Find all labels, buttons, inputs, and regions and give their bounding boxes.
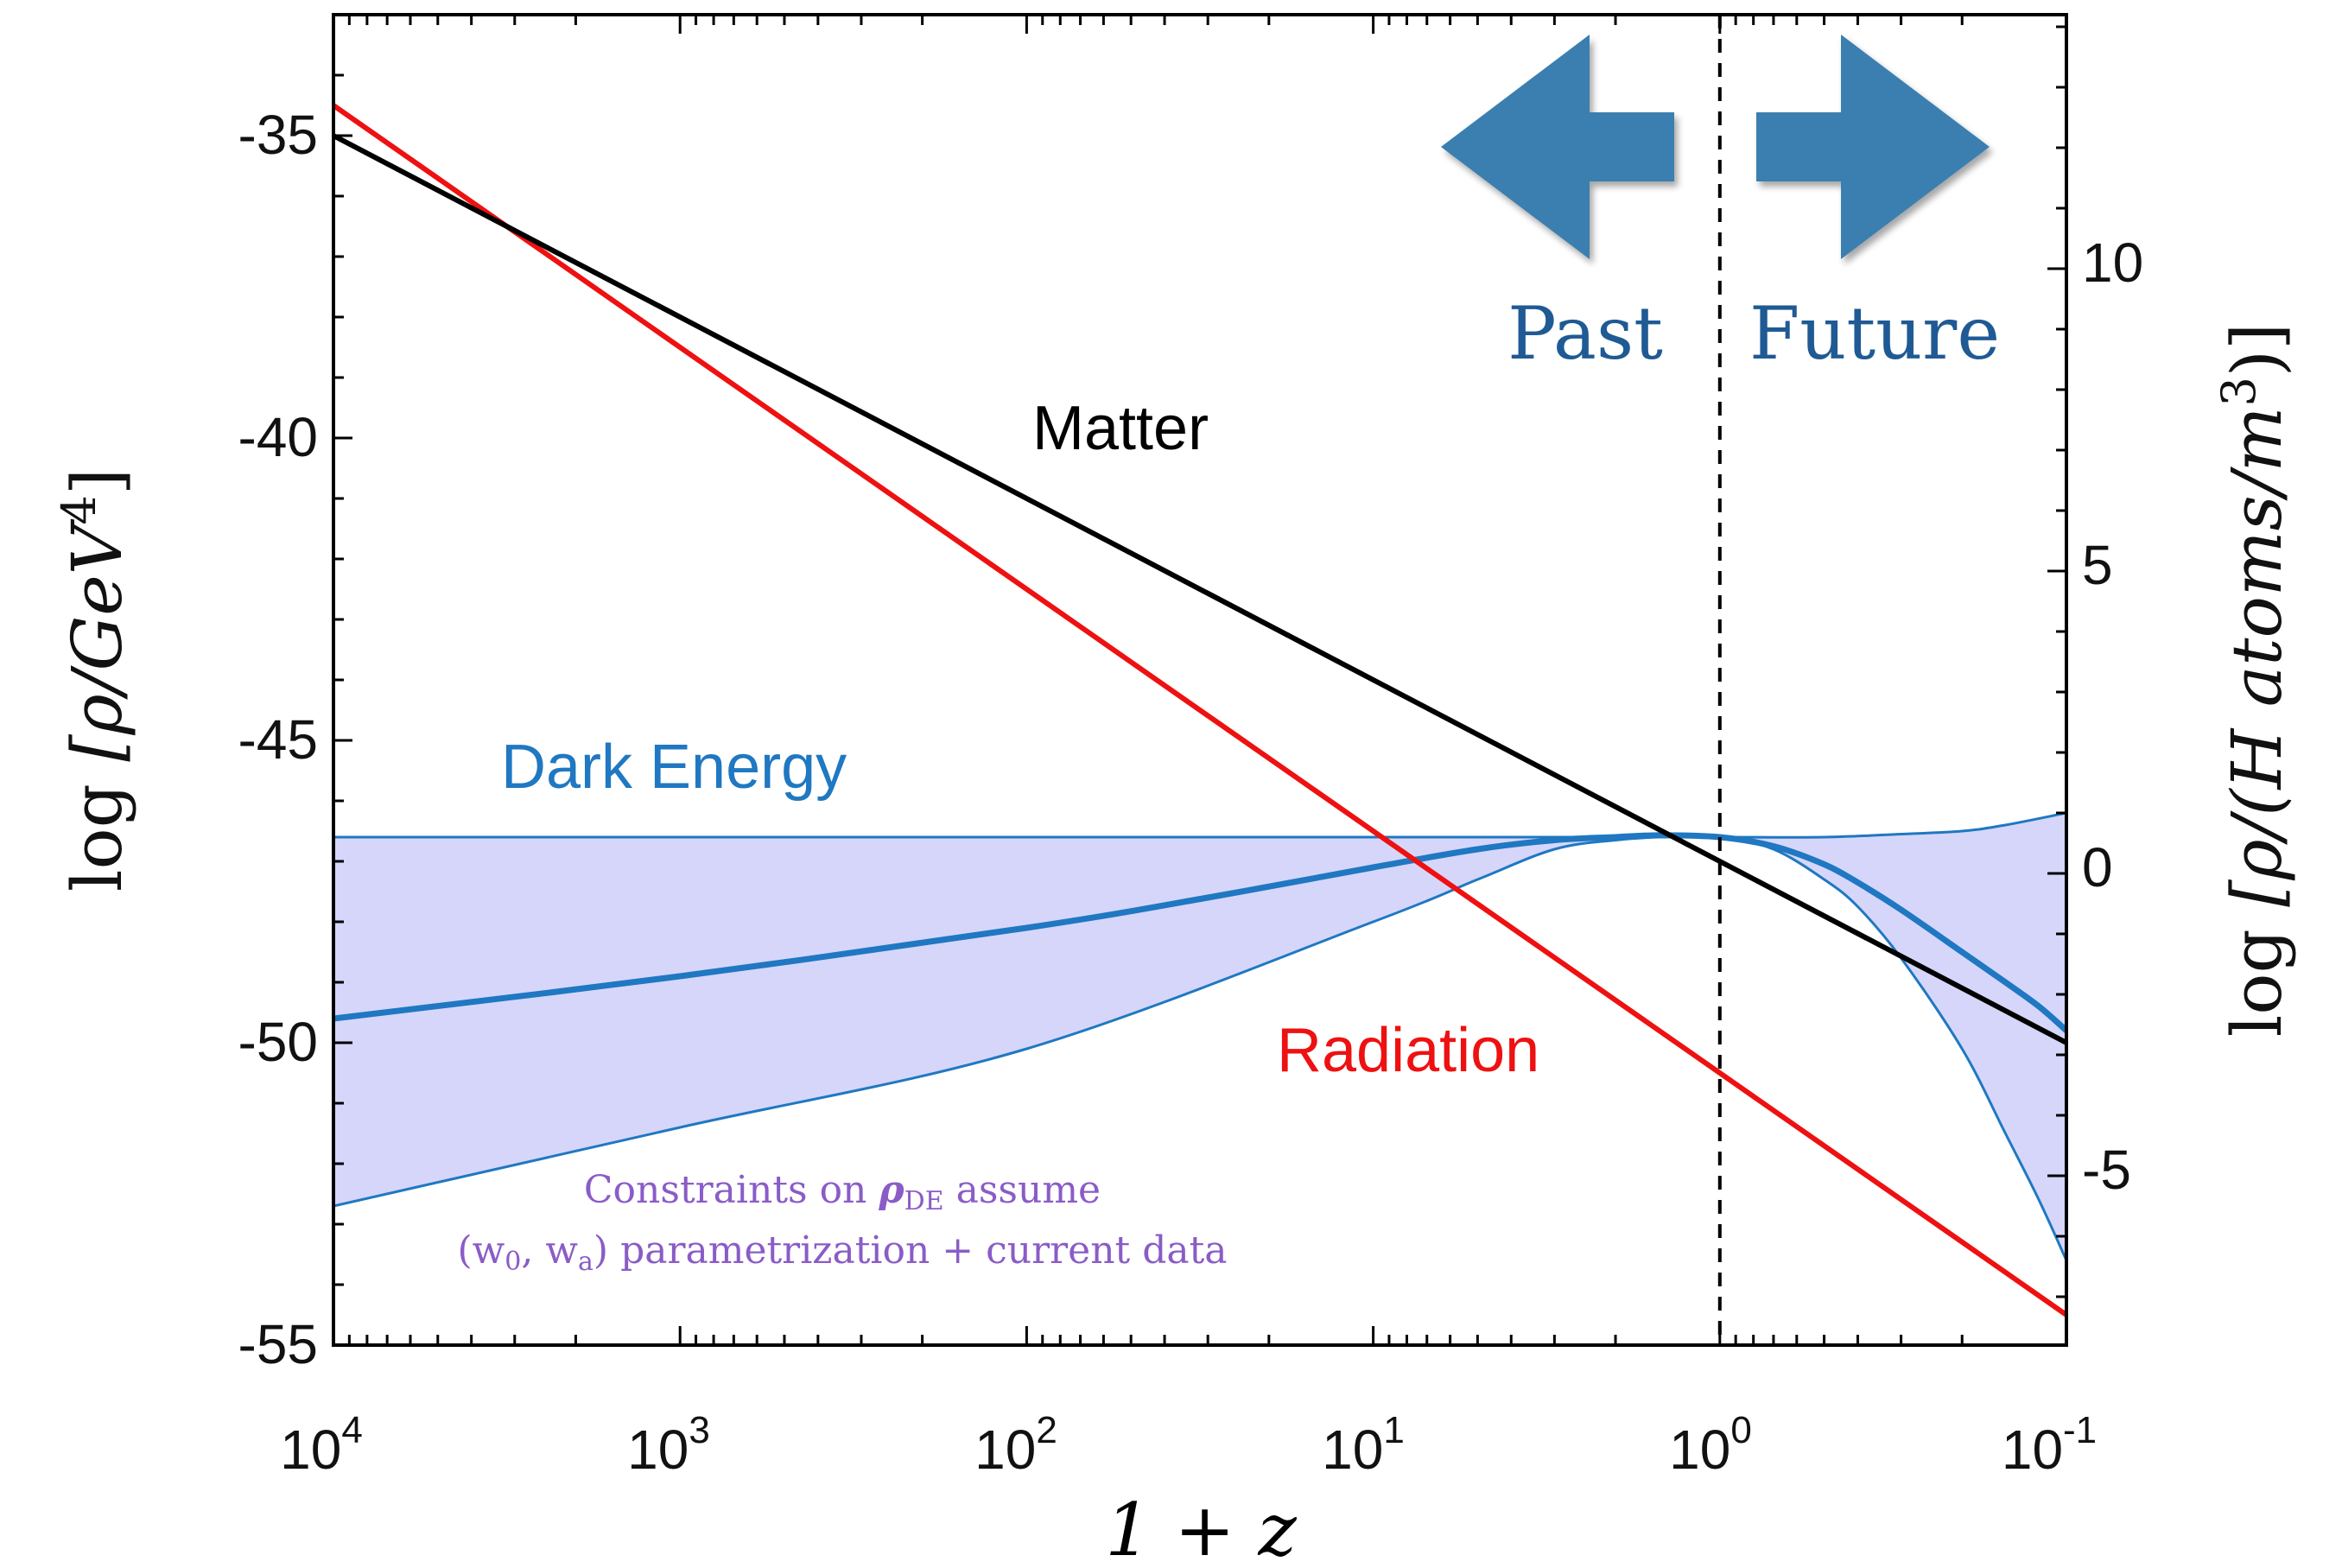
y-left-tick-labels: -35 -40 -45 -50 -55 xyxy=(238,104,319,1375)
dark-energy-label: Dark Energy xyxy=(501,733,847,802)
x-axis-label: 1 + z xyxy=(1105,1488,1297,1568)
y-right-tick-label-0: 0 xyxy=(2082,836,2113,898)
y-left-axis-label: log [ρ/GeV4] xyxy=(52,468,137,892)
constraints-note: Constraints on ρDE assume (w0, wa) param… xyxy=(457,1168,1227,1277)
dark-energy-central-line xyxy=(333,832,2066,1033)
x-tick-label-1e4: 104 xyxy=(280,1409,363,1481)
matter-label: Matter xyxy=(1032,394,1209,463)
x-tick-label-1e0: 100 xyxy=(1669,1409,1752,1481)
constraints-note-line-1: Constraints on ρDE assume xyxy=(584,1168,1101,1216)
x-tick-label-1e2: 102 xyxy=(974,1409,1057,1481)
y-left-tick-label--55: -55 xyxy=(238,1313,319,1375)
y-right-tick-labels: 10 5 0 -5 xyxy=(2082,232,2143,1201)
past-label: Past xyxy=(1507,291,1663,376)
past-future-arrows xyxy=(1441,35,1990,259)
dark-energy-upper-bound xyxy=(333,811,2066,839)
future-label: Future xyxy=(1749,291,2000,376)
x-tick-label-1e3: 103 xyxy=(627,1409,710,1481)
x-tick-label-1e1: 101 xyxy=(1322,1409,1405,1481)
future-arrow-icon xyxy=(1756,35,1990,259)
y-right-tick-label-10: 10 xyxy=(2082,232,2143,294)
dark-energy-band xyxy=(333,813,2066,1260)
constraints-note-line-2: (w0, wa) parametrization + current data xyxy=(457,1228,1227,1277)
axis-ticks xyxy=(332,13,2068,1347)
radiation-label: Radiation xyxy=(1277,1016,1539,1085)
y-right-tick-label-5: 5 xyxy=(2082,534,2113,596)
x-tick-label-1e-1: 10-1 xyxy=(2002,1409,2097,1481)
y-left-tick-label--40: -40 xyxy=(238,406,319,468)
y-left-tick-label--45: -45 xyxy=(238,708,319,771)
matter-line xyxy=(333,133,2066,1045)
x-tick-labels: 104 103 102 101 100 10-1 xyxy=(280,1409,2097,1481)
y-left-tick-label--50: -50 xyxy=(238,1011,319,1073)
radiation-line xyxy=(333,103,2066,1317)
y-right-axis-label: log [ρ/(H atoms/m3)] xyxy=(2212,323,2297,1038)
y-right-tick-label--5: -5 xyxy=(2082,1139,2131,1201)
past-arrow-icon xyxy=(1441,35,1674,259)
y-left-tick-label--35: -35 xyxy=(238,104,319,166)
